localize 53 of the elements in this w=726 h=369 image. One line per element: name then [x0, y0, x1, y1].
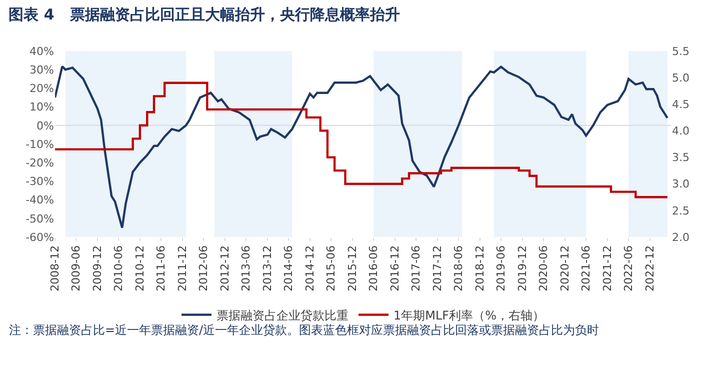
x-tick-label: 2009-06: [70, 245, 83, 292]
x-tick-label: 2018-06: [452, 245, 466, 292]
x-tick-label: 2018-12: [473, 245, 486, 292]
y-tick-label: 40%: [30, 44, 54, 58]
x-tick-label: 2019-12: [516, 245, 529, 292]
legend-label: 1年期MLF利率（%，右轴）: [394, 308, 544, 322]
x-tick-label: 2014-12: [303, 245, 316, 292]
line-series: [55, 65, 668, 229]
x-tick-label: 2019-06: [494, 245, 508, 292]
x-tick-label: 2017-12: [430, 245, 444, 292]
x-tick-label: 2014-06: [282, 245, 296, 292]
y2-tick-label: 2.5: [672, 204, 690, 218]
y-tick-label: 10%: [30, 100, 54, 114]
y-tick-label: -20%: [26, 156, 54, 170]
x-tick-label: 2012-12: [218, 245, 232, 292]
y-tick-label: 30%: [30, 63, 54, 76]
x-tick-label: 2016-06: [367, 245, 380, 292]
y2-tick-label: 4.5: [672, 98, 690, 111]
x-tick-label: 2015-12: [346, 245, 359, 292]
x-tick-label: 2021-12: [600, 245, 614, 292]
y2-tick-label: 5.0: [672, 71, 690, 84]
x-tick-label: 2010-12: [134, 245, 147, 292]
y-tick-label: -60%: [26, 230, 54, 244]
y2-tick-label: 2.0: [672, 230, 690, 244]
y2-tick-label: 5.5: [672, 44, 690, 58]
x-tick-label: 2015-06: [324, 245, 338, 292]
x-tick-label: 2021-06: [580, 245, 593, 292]
x-tick-label: 2008-12: [48, 245, 62, 292]
y2-tick-label: 3.0: [672, 178, 690, 191]
y2-tick-label: 3.5: [672, 151, 690, 164]
x-tick-label: 2016-12: [388, 245, 402, 292]
x-tick-label: 2020-06: [537, 245, 550, 292]
x-tick-label: 2022-06: [622, 245, 636, 292]
chart-title: 图表 4 票据融资占比回正且大幅抬升，央行降息概率抬升: [8, 6, 400, 24]
x-tick-label: 2010-06: [112, 245, 126, 292]
x-tick-label: 2017-06: [410, 245, 423, 292]
y-tick-label: 20%: [30, 82, 54, 96]
legend-label: 票据融资占企业贷款比重: [216, 308, 348, 322]
x-tick-label: 2011-06: [154, 245, 168, 292]
x-tick-label: 2022-12: [643, 245, 656, 292]
text: 注：票据融资占比=近一年票据融资/近一年企业贷款。图表蓝色框对应票据融资占比回落或票据融资占比为负时: [9, 323, 600, 337]
y-tick-label: -30%: [26, 175, 54, 188]
y-tick-label: -50%: [26, 212, 54, 226]
y-tick-label: 0%: [36, 119, 54, 132]
x-tick-label: 2012-06: [197, 245, 210, 292]
x-tick-label: 2009-12: [91, 245, 104, 292]
y-tick-label: -40%: [26, 194, 54, 207]
y-tick-label: -10%: [26, 138, 54, 151]
x-tick-label: 2013-06: [240, 245, 253, 292]
x-tick-label: 2013-12: [261, 245, 274, 292]
x-tick-label: 2011-12: [176, 245, 189, 292]
x-tick-label: 2020-12: [558, 245, 572, 292]
y2-tick-label: 4.0: [672, 124, 690, 138]
